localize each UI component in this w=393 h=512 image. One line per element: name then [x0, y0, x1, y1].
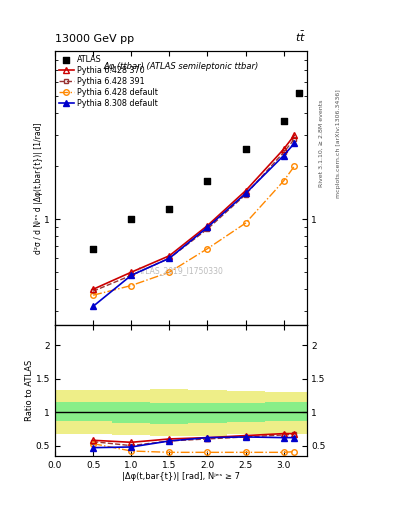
- Pythia 8.308 default: [205, 224, 210, 230]
- ATLAS: [296, 89, 302, 97]
- Pythia 6.428 370: [129, 269, 134, 275]
- Pythia 6.428 391: [281, 149, 286, 155]
- Text: Rivet 3.1.10, ≥ 2.8M events: Rivet 3.1.10, ≥ 2.8M events: [318, 100, 323, 187]
- Pythia 6.428 391: [91, 288, 95, 294]
- Pythia 6.428 default: [292, 163, 297, 169]
- Y-axis label: Ratio to ATLAS: Ratio to ATLAS: [26, 360, 35, 421]
- Pythia 6.428 370: [292, 132, 297, 138]
- Pythia 8.308 default: [129, 272, 134, 279]
- Pythia 8.308 default: [91, 303, 95, 309]
- Pythia 6.428 391: [129, 272, 134, 279]
- Text: ATLAS_2019_I1750330: ATLAS_2019_I1750330: [137, 266, 224, 275]
- ATLAS: [90, 245, 96, 253]
- Text: 13000 GeV pp: 13000 GeV pp: [55, 33, 134, 44]
- Pythia 8.308 default: [281, 153, 286, 159]
- ATLAS: [204, 177, 211, 185]
- Pythia 6.428 370: [281, 146, 286, 152]
- X-axis label: |Δφ(t,bar{t})| [rad], Nʲᵉˢ ≥ 7: |Δφ(t,bar{t})| [rad], Nʲᵉˢ ≥ 7: [122, 472, 240, 481]
- Pythia 6.428 370: [243, 188, 248, 194]
- Pythia 6.428 391: [292, 136, 297, 142]
- Pythia 6.428 370: [205, 223, 210, 229]
- ATLAS: [281, 117, 287, 125]
- Y-axis label: d²σ / d Nʲᵉˢ d |Δφ(t,bar{t})| [1/rad]: d²σ / d Nʲᵉˢ d |Δφ(t,bar{t})| [1/rad]: [34, 122, 43, 254]
- Pythia 6.428 default: [205, 246, 210, 252]
- Legend: ATLAS, Pythia 6.428 370, Pythia 6.428 391, Pythia 6.428 default, Pythia 8.308 de: ATLAS, Pythia 6.428 370, Pythia 6.428 39…: [57, 54, 159, 110]
- Pythia 6.428 default: [167, 269, 172, 275]
- Text: $t\bar{t}$: $t\bar{t}$: [296, 29, 307, 44]
- Pythia 8.308 default: [243, 190, 248, 197]
- Line: Pythia 6.428 370: Pythia 6.428 370: [90, 133, 297, 292]
- Pythia 6.428 default: [129, 283, 134, 289]
- Pythia 6.428 391: [205, 226, 210, 232]
- ATLAS: [242, 145, 249, 153]
- Pythia 6.428 370: [91, 286, 95, 292]
- Pythia 6.428 default: [281, 178, 286, 184]
- Pythia 6.428 391: [243, 191, 248, 198]
- Pythia 8.308 default: [292, 140, 297, 146]
- ATLAS: [166, 204, 173, 212]
- Line: Pythia 8.308 default: Pythia 8.308 default: [90, 140, 297, 309]
- Line: Pythia 6.428 391: Pythia 6.428 391: [91, 137, 297, 293]
- Text: Δφ (ttbar) (ATLAS semileptonic ttbar): Δφ (ttbar) (ATLAS semileptonic ttbar): [103, 62, 259, 71]
- Pythia 6.428 default: [91, 292, 95, 298]
- Pythia 6.428 default: [243, 220, 248, 226]
- Text: mcplots.cern.ch [arXiv:1306.3436]: mcplots.cern.ch [arXiv:1306.3436]: [336, 89, 341, 198]
- Pythia 8.308 default: [167, 255, 172, 261]
- Pythia 6.428 370: [167, 253, 172, 259]
- Line: Pythia 6.428 default: Pythia 6.428 default: [90, 163, 297, 298]
- ATLAS: [128, 215, 134, 223]
- Pythia 6.428 391: [167, 255, 172, 261]
